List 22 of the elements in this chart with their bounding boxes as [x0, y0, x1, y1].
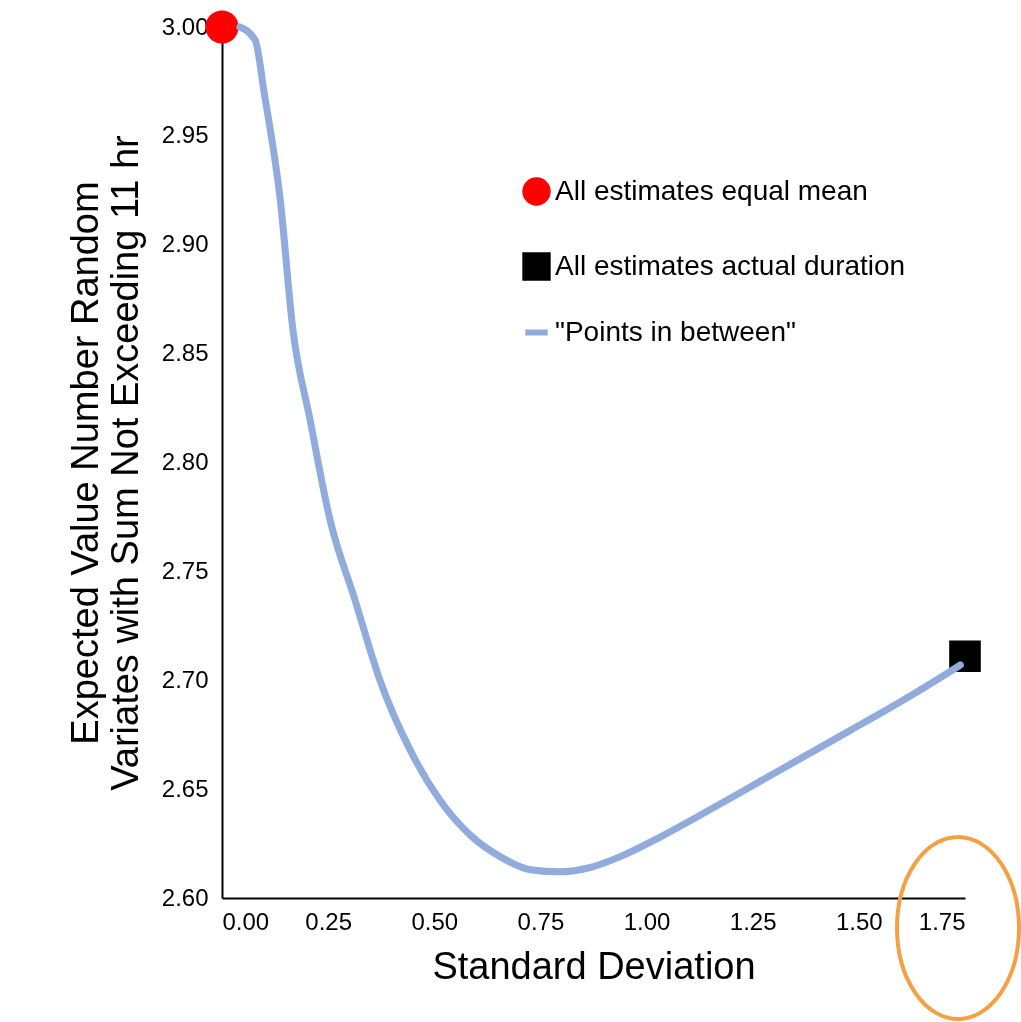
x-tick-label: 0.75	[517, 907, 565, 935]
x-tick-label: 1.50	[836, 907, 883, 935]
y-tick-label: 2.60	[161, 883, 209, 911]
y-axis-title: Expected Value Number Random Variates with Sum Not Exceeding 11 hr	[63, 134, 146, 791]
x-axis-title: Standard Deviation	[432, 944, 756, 987]
y-tick-label: 3.00	[161, 12, 209, 40]
x-tick-label: 0.00	[222, 907, 270, 935]
legend-label: "Points in between"	[555, 315, 796, 347]
x-tick-label: 0.25	[305, 907, 352, 935]
y-tick-label: 2.90	[161, 230, 209, 258]
x-tick-label: 1.75	[918, 907, 966, 935]
y-tick-label: 2.65	[161, 774, 209, 802]
y-tick-label: 2.95	[161, 121, 209, 149]
y-tick-label: 2.85	[161, 339, 209, 367]
y-tick-label: 2.80	[161, 448, 209, 475]
legend-label: All estimates equal mean	[555, 174, 868, 206]
x-tick-label: 1.25	[729, 907, 777, 935]
y-tick-label: 2.75	[161, 556, 209, 584]
legend-label: All estimates actual duration	[555, 249, 906, 281]
x-tick-label: 0.50	[411, 907, 459, 935]
x-tick-label: 1.00	[623, 907, 671, 935]
y-tick-label: 2.70	[161, 665, 209, 693]
